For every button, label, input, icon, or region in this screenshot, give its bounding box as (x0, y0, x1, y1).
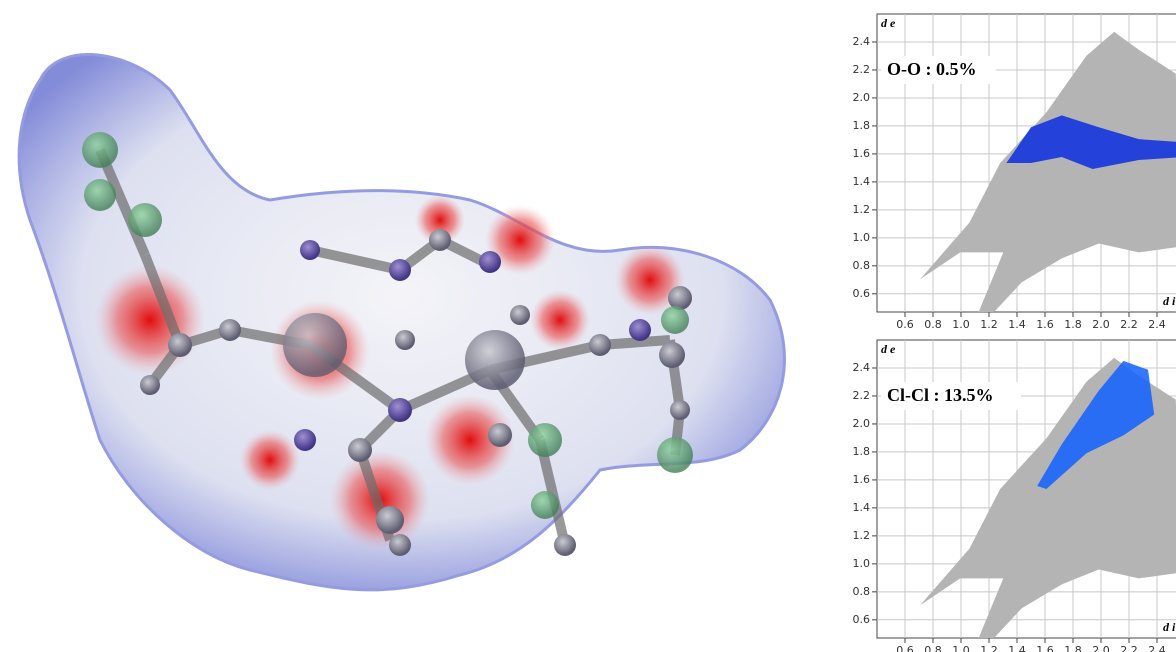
x-tick-label: 2.0 (1092, 318, 1110, 331)
y-tick-label: 1.2 (853, 203, 871, 216)
x-tick-label: 1.8 (1064, 318, 1082, 331)
y-tick-label: 1.4 (853, 175, 871, 188)
y-tick-label: 1.8 (853, 119, 871, 132)
y-tick-label: 2.2 (853, 63, 871, 76)
x-tick-label: 2.0 (1092, 644, 1110, 652)
y-axis-label: d e (881, 342, 896, 356)
y-tick-label: 1.8 (853, 445, 871, 458)
x-tick-label: 1.2 (980, 644, 998, 652)
figure: 0.6 0.8 1.0 1.2 1.4 1.6 1.8 2.0 2.2 2.4 0.6 0.8 1.0 1… (0, 0, 1176, 652)
x-tick-label: 0.6 (896, 644, 914, 652)
y-tick-label: 1.2 (853, 529, 871, 542)
y-tick-label: 2.2 (853, 389, 871, 402)
y-tick-label: 2.4 (853, 361, 871, 374)
y-tick-label: 0.6 (853, 613, 871, 626)
x-tick-label: 1.4 (1008, 318, 1026, 331)
y-tick-label: 2.0 (853, 417, 871, 430)
x-tick-label: 0.8 (924, 318, 942, 331)
y-tick-label: 1.0 (853, 231, 871, 244)
y-axis-label: d e (881, 16, 896, 30)
x-tick-label: 1.4 (1008, 644, 1026, 652)
x-tick-label: 0.8 (924, 644, 942, 652)
x-tick-label: 0.6 (896, 318, 914, 331)
y-tick-label: 2.4 (853, 35, 871, 48)
panel-title: O-O : 0.5% (887, 59, 977, 79)
x-tick-label: 2.2 (1120, 644, 1138, 652)
x-tick-label: 1.8 (1064, 644, 1082, 652)
hirshfeld-surface (19, 55, 784, 590)
x-tick-label: 1.6 (1036, 318, 1054, 331)
y-tick-label: 1.4 (853, 501, 871, 514)
y-tick-label: 0.8 (853, 259, 871, 272)
x-tick-label: 1.2 (980, 318, 998, 331)
panel-title: Cl-Cl : 13.5% (887, 385, 994, 405)
x-tick-label: 1.6 (1036, 644, 1054, 652)
y-tick-label: 1.6 (853, 473, 871, 486)
y-tick-label: 0.8 (853, 585, 871, 598)
x-tick-label: 1.0 (952, 644, 970, 652)
fingerprint-plot: 0.6 0.8 1.0 1.2 1.4 1.6 1.8 2.0 2.2 2.4 0.6 0.8 1.0 1… (853, 340, 1176, 652)
x-axis-label: d i (1163, 294, 1176, 308)
x-tick-label: 2.4 (1148, 644, 1166, 652)
x-tick-label: 2.4 (1148, 318, 1166, 331)
y-tick-label: 0.6 (853, 287, 871, 300)
y-tick-label: 1.0 (853, 557, 871, 570)
y-tick-label: 2.0 (853, 91, 871, 104)
x-tick-label: 2.2 (1120, 318, 1138, 331)
fingerprint-plot: 0.6 0.8 1.0 1.2 1.4 1.6 1.8 2.0 2.2 2.4 0.6 0.8 1.0 1… (853, 14, 1176, 331)
x-tick-label: 1.0 (952, 318, 970, 331)
y-tick-label: 1.6 (853, 147, 871, 160)
x-axis-label: d i (1163, 620, 1176, 634)
